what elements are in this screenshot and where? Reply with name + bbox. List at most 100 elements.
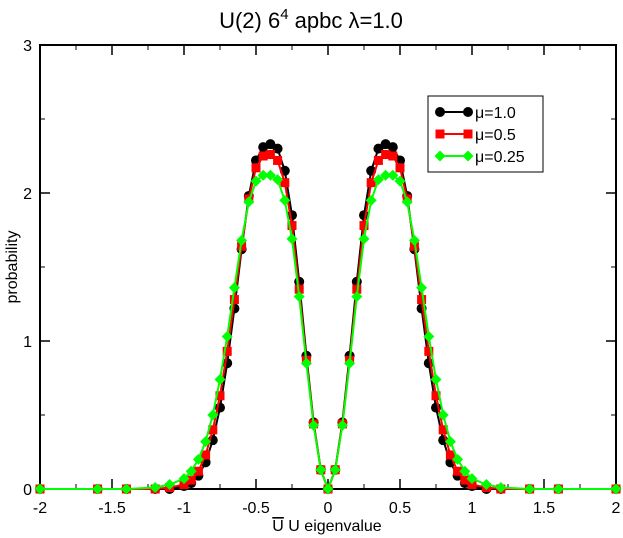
legend: μ=1.0 μ=0.5 μ=0.25: [427, 95, 544, 173]
data-point: [250, 175, 262, 187]
data-point: [344, 357, 356, 369]
legend-marker: [462, 150, 474, 162]
data-point: [445, 450, 455, 460]
data-point: [416, 282, 428, 294]
data-point: [380, 169, 392, 181]
data-point: [229, 295, 239, 305]
data-point: [394, 175, 406, 187]
data-point: [201, 450, 211, 460]
x-tick-label: 0: [324, 500, 333, 517]
legend-item: μ=0.25: [434, 149, 525, 166]
data-point: [243, 196, 255, 208]
data-point: [186, 475, 196, 485]
data-point: [387, 142, 398, 153]
data-point: [373, 155, 383, 165]
y-tick-label: 2: [23, 186, 32, 203]
data-point: [459, 465, 471, 477]
data-point: [395, 163, 405, 173]
data-point: [430, 373, 442, 385]
data-point: [387, 169, 399, 181]
data-point: [444, 436, 456, 448]
y-tick-label: 1: [23, 334, 32, 351]
data-point: [272, 174, 284, 186]
data-point: [192, 453, 204, 465]
data-point: [279, 194, 291, 206]
legend-marker: [434, 150, 446, 162]
data-point: [452, 453, 464, 465]
x-axis-label: U U eigenvalue: [272, 518, 382, 535]
x-tick-label: -0.5: [242, 500, 270, 517]
legend-marker: [435, 107, 445, 117]
x-tick-labels: -2 -1.5 -1 -0.5 0 0.5 1 1.5 2: [33, 500, 621, 517]
y-tick-labels: 0 1 2 3: [23, 38, 32, 499]
data-point: [408, 234, 420, 246]
data-point: [228, 282, 240, 294]
data-point: [185, 465, 197, 477]
chart-title-superscript: 4: [280, 6, 288, 23]
data-point: [365, 194, 377, 206]
data-point: [264, 169, 276, 181]
data-point: [207, 409, 219, 421]
y-tick-label: 3: [23, 38, 32, 55]
data-point: [236, 234, 248, 246]
data-point: [358, 233, 370, 245]
x-tick-label: 1: [468, 500, 477, 517]
data-point: [193, 466, 203, 476]
x-tick-label: -1.5: [98, 500, 126, 517]
data-point: [524, 483, 536, 495]
data-point: [466, 473, 478, 485]
data-point: [215, 391, 225, 401]
data-point: [417, 295, 427, 305]
data-point: [293, 291, 305, 303]
data-point: [120, 483, 132, 495]
x-axis-label-overbar: U: [272, 518, 284, 535]
data-point: [401, 196, 413, 208]
data-point: [336, 419, 348, 431]
data-point: [272, 143, 283, 154]
data-point: [552, 483, 564, 495]
data-point: [480, 479, 492, 491]
data-point: [280, 178, 290, 188]
legend-label: μ=1.0: [475, 105, 516, 122]
data-point: [467, 480, 477, 490]
data-point: [373, 143, 384, 154]
data-point: [322, 483, 334, 495]
data-point: [251, 163, 261, 173]
data-point: [359, 221, 369, 231]
data-point: [315, 464, 327, 476]
legend-items: μ=1.0 μ=0.5 μ=0.25: [434, 105, 525, 166]
legend-marker: [463, 107, 473, 117]
data-point: [221, 331, 233, 343]
data-point: [265, 150, 275, 160]
data-point: [460, 475, 470, 485]
x-tick-label: 2: [612, 500, 621, 517]
x-tick-label: 1.5: [533, 500, 555, 517]
legend-item: μ=0.5: [435, 127, 516, 144]
x-tick-label: -2: [33, 500, 47, 517]
data-point: [214, 373, 226, 385]
data-point: [286, 233, 298, 245]
data-point: [610, 483, 622, 495]
data-point: [149, 482, 161, 494]
data-point: [179, 480, 189, 490]
data-point: [381, 150, 391, 160]
chart-title: U(2) 64 apbc λ=1.0: [219, 6, 403, 33]
data-point: [34, 483, 46, 495]
data-point: [372, 174, 384, 186]
data-point: [437, 409, 449, 421]
data-point: [300, 357, 312, 369]
y-axis-label: probability: [4, 231, 21, 304]
data-point: [329, 464, 341, 476]
data-point: [273, 155, 283, 165]
series-layer: [34, 139, 622, 495]
data-point: [308, 419, 320, 431]
data-point: [92, 483, 104, 495]
data-point: [453, 466, 463, 476]
data-point: [424, 346, 434, 356]
data-point: [257, 169, 269, 181]
legend-marker: [463, 129, 473, 139]
data-point: [200, 436, 212, 448]
data-point: [495, 482, 507, 494]
data-point: [265, 139, 276, 150]
